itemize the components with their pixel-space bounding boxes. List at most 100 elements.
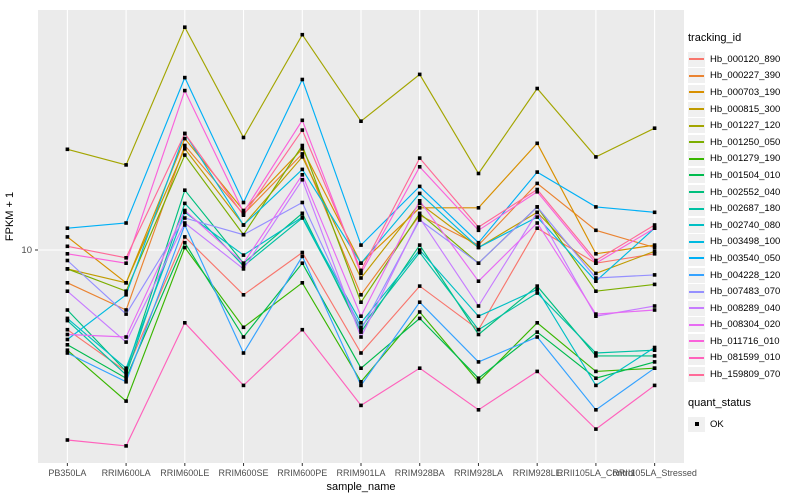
data-point: [300, 211, 305, 216]
data-point: [594, 354, 598, 358]
data-point: [652, 360, 657, 364]
data-point: [652, 273, 657, 277]
data-point: [65, 337, 70, 342]
data-point: [359, 261, 363, 265]
data-point: [417, 250, 422, 255]
data-point: [652, 345, 657, 350]
data-point: [124, 335, 128, 339]
data-point: [183, 136, 187, 141]
data-point: [359, 300, 363, 304]
data-point: [652, 308, 657, 312]
legend-key: [688, 184, 705, 200]
data-point: [183, 201, 187, 206]
data-point: [594, 312, 598, 316]
data-point: [359, 268, 363, 273]
data-point: [359, 335, 363, 339]
legend-label: Hb_011716_010: [710, 335, 780, 347]
data-point: [241, 223, 246, 227]
data-point: [241, 232, 246, 237]
data-point: [241, 293, 246, 297]
data-point: [652, 354, 657, 358]
data-point: [300, 327, 305, 332]
x-axis-title: sample_name: [326, 481, 395, 493]
data-point: [300, 215, 305, 219]
data-point: [535, 335, 539, 339]
legend-item: Hb_011716_010: [688, 333, 798, 350]
x-tick-label: RRIM928LA: [454, 468, 503, 478]
line-swatch-icon: [689, 274, 704, 277]
data-point: [594, 271, 598, 276]
data-point: [359, 243, 363, 247]
data-point: [300, 261, 305, 265]
legend-key: [688, 217, 705, 233]
data-point: [417, 165, 422, 169]
data-point: [417, 211, 422, 216]
legend-key: [688, 101, 705, 117]
legend-label: Hb_003540_050: [710, 252, 781, 264]
data-point: [183, 88, 187, 93]
data-point: [652, 226, 657, 230]
data-point: [652, 383, 657, 388]
legend-key: [688, 84, 705, 100]
data-point: [124, 380, 128, 384]
data-point: [652, 245, 657, 250]
data-point: [183, 147, 187, 151]
data-point: [652, 304, 657, 308]
x-tick-label: RRIM600SE: [219, 468, 269, 478]
data-point: [124, 256, 128, 260]
data-point: [594, 376, 598, 380]
data-point: [124, 369, 128, 374]
legend-item: Hb_008289_040: [688, 300, 798, 317]
legend-key: [688, 317, 705, 333]
x-tick-label: RRII105LA_Control: [557, 468, 635, 478]
legend: tracking_id Hb_000120_890 Hb_000227_390 Hb…: [688, 32, 798, 432]
data-point: [359, 325, 363, 330]
legend-tracking-list: Hb_000120_890 Hb_000227_390 Hb_000703_190 H…: [688, 51, 798, 383]
data-point: [417, 218, 422, 222]
data-point: [476, 245, 481, 250]
legend-label: Hb_001504_010: [710, 169, 781, 181]
data-point: [241, 261, 246, 265]
data-point: [594, 279, 598, 283]
data-point: [65, 327, 70, 332]
line-swatch-icon: [689, 290, 704, 293]
legend-item: Hb_159809_070: [688, 366, 798, 383]
data-point: [594, 369, 598, 374]
data-point: [300, 32, 305, 37]
data-point: [241, 325, 246, 330]
legend-item: Hb_000703_190: [688, 84, 798, 101]
data-point: [476, 279, 481, 283]
legend-label: Hb_000815_300: [710, 103, 781, 115]
legend-key: [688, 234, 705, 250]
data-point: [417, 366, 422, 370]
legend-item: Hb_002740_080: [688, 217, 798, 234]
data-point: [241, 267, 246, 271]
data-point: [183, 216, 187, 220]
x-tick-label: RRIM600LE: [160, 468, 209, 478]
data-point: [535, 226, 539, 230]
data-point: [652, 243, 657, 247]
data-point: [359, 403, 363, 408]
data-point: [183, 188, 187, 192]
legend-key: [688, 68, 705, 84]
legend-label: Hb_159809_070: [710, 369, 781, 381]
x-tick-label: PB350LA: [48, 468, 86, 478]
data-point: [241, 253, 246, 257]
data-point: [124, 376, 128, 380]
data-point: [241, 335, 246, 339]
data-point: [417, 184, 422, 189]
data-point: [652, 348, 657, 352]
data-point: [300, 254, 305, 259]
data-point: [300, 155, 305, 159]
data-point: [535, 330, 539, 334]
data-point: [417, 201, 422, 206]
data-point: [594, 383, 598, 388]
legend-label: OK: [710, 418, 724, 430]
data-point: [594, 155, 598, 159]
data-point: [594, 289, 598, 293]
legend-key: [688, 167, 705, 183]
data-point: [535, 284, 539, 288]
data-point: [65, 147, 70, 152]
data-point: [124, 221, 128, 225]
data-point: [183, 240, 187, 245]
